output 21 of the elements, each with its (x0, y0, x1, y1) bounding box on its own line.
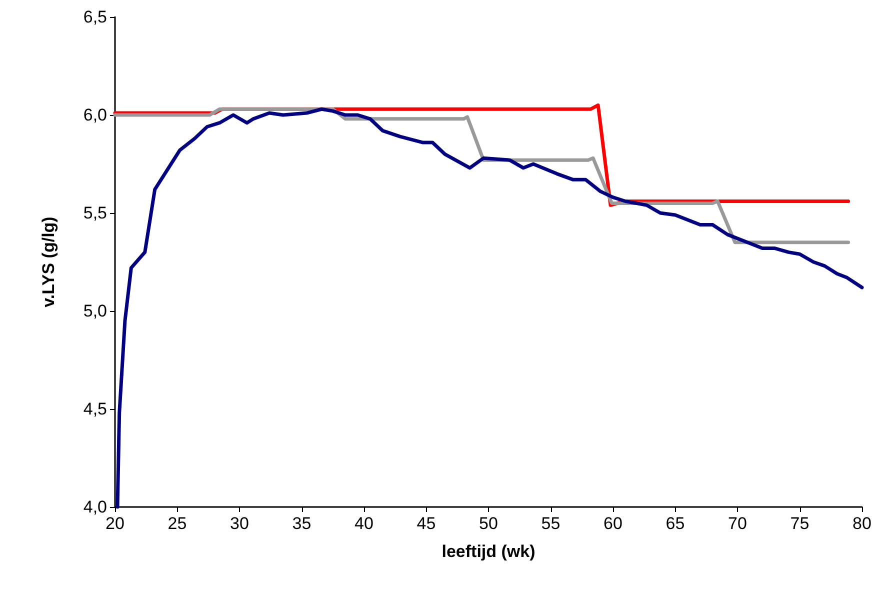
x-tick-label: 55 (541, 514, 560, 533)
x-tick-label: 20 (106, 514, 124, 533)
x-tick-label: 65 (666, 514, 685, 533)
y-tick-label: 4,5 (83, 400, 107, 418)
y-tick-label: 5,5 (83, 204, 107, 222)
x-tick-label: 50 (479, 514, 498, 533)
y-tick-label: 6,0 (83, 106, 107, 124)
x-tick-label: 70 (728, 514, 747, 533)
y-axis-title: v.LYS (g/lg) (39, 216, 58, 308)
x-tick-label: 40 (354, 514, 374, 533)
x-tick-label: 80 (852, 514, 872, 533)
y-tick-label: 5,0 (83, 302, 107, 320)
y-tick-label: 6,5 (83, 8, 107, 26)
x-tick-label: 30 (230, 514, 249, 533)
y-tick-label: 4,0 (83, 498, 107, 516)
x-tick-label: 25 (168, 514, 187, 533)
x-tick-label: 45 (416, 514, 436, 533)
x-tick-label: 35 (292, 514, 312, 533)
x-tick-label: 60 (604, 514, 622, 533)
x-axis-title: leeftijd (wk) (442, 542, 536, 561)
x-tick-label: 75 (790, 514, 810, 533)
